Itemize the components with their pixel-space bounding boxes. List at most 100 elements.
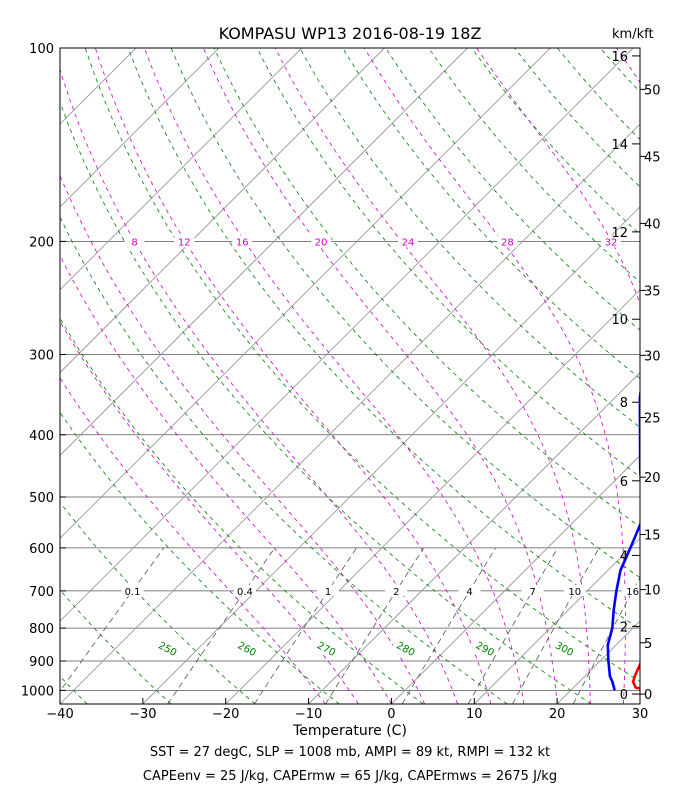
x-tick-label: 30 xyxy=(632,707,649,722)
moist-adiabat-line xyxy=(60,174,425,704)
isotherm-line xyxy=(0,48,53,704)
kft-tick-label: 30 xyxy=(644,349,661,364)
mixing-ratio-label-bg xyxy=(563,584,586,596)
km-tick-label: 14 xyxy=(611,138,628,153)
kft-tick-label: 45 xyxy=(644,150,661,165)
km-tick-label: 2 xyxy=(620,620,628,635)
dry-adiabat-line xyxy=(256,48,640,478)
theta-label-bg xyxy=(393,641,420,655)
pressure-tick-label: 300 xyxy=(29,348,54,363)
x-tick-label: −10 xyxy=(295,707,322,722)
x-tick-label: 0 xyxy=(387,707,395,722)
dry-adiabat-line xyxy=(127,48,640,630)
mixing-ratio-label-bg xyxy=(458,584,481,596)
dry-adiabat-line xyxy=(643,48,700,704)
isotherm-line xyxy=(639,703,640,704)
km-tick-label: 8 xyxy=(620,396,628,411)
moist-adiabat-line xyxy=(60,68,459,704)
mixing-ratio-label-bg xyxy=(521,584,544,596)
x-tick-label: 10 xyxy=(466,707,483,722)
mixing-ratio-line xyxy=(60,547,165,692)
isotherm-line xyxy=(60,48,220,208)
dry-adiabat-line xyxy=(60,411,340,704)
isotherm-line xyxy=(473,537,640,704)
mixing-ratio-label: 10 xyxy=(568,587,581,598)
theta-e-label: 16 xyxy=(236,237,249,248)
x-tick-label: −30 xyxy=(129,707,156,722)
plot-frame xyxy=(59,47,641,705)
dry-adiabat-line xyxy=(60,216,508,704)
chart-title: KOMPASU WP13 2016-08-19 18Z xyxy=(218,24,482,43)
moist-adiabat-line xyxy=(202,48,558,704)
km-tick-label: 10 xyxy=(611,313,628,328)
dry-adiabat-line xyxy=(471,48,640,235)
dry-adiabat-line xyxy=(0,48,3,704)
moist-adiabat-line xyxy=(60,254,392,704)
theta-label-bg xyxy=(551,641,578,655)
footnote-intensity: SST = 27 degC, SLP = 1008 mb, AMPI = 89 … xyxy=(149,745,551,760)
moist-adiabat-line xyxy=(616,48,640,84)
height-unit-label: km/kft xyxy=(612,27,654,42)
mixing-ratio-label-bg xyxy=(385,584,408,596)
dry-adiabat-line xyxy=(686,48,700,704)
theta-e-label: 32 xyxy=(605,237,618,248)
kft-tick-label: 20 xyxy=(644,471,661,486)
x-axis-label: Temperature (C) xyxy=(293,723,407,739)
mixing-ratio-line xyxy=(467,547,559,704)
theta-label-bg xyxy=(313,641,340,655)
theta-e-label: 8 xyxy=(131,237,137,248)
theta-e-label-bg xyxy=(398,235,418,248)
plot-area xyxy=(0,48,700,704)
mixing-ratio-label-bg xyxy=(233,584,256,596)
mixing-ratio-label: 4 xyxy=(466,587,472,598)
mixing-ratio-label: 7 xyxy=(529,587,535,598)
theta-e-label: 24 xyxy=(402,237,415,248)
mixing-ratio-label: 0.1 xyxy=(125,587,141,598)
theta-e-label-bg xyxy=(124,235,145,248)
mixing-ratio-line xyxy=(167,547,276,704)
theta-e-label-bg xyxy=(601,235,621,248)
mixing-ratio-label: 2 xyxy=(393,587,399,598)
x-tick-label: 20 xyxy=(549,707,566,722)
theta-label-bg xyxy=(154,641,181,655)
dry-adiabat-line xyxy=(385,48,640,331)
pressure-tick-label: 1000 xyxy=(21,684,54,699)
km-tick-label: 0 xyxy=(620,688,628,703)
pressure-tick-label: 800 xyxy=(29,622,54,637)
isotherm-line xyxy=(60,123,640,704)
kft-tick-label: 40 xyxy=(644,217,661,232)
theta-e-label: 20 xyxy=(315,237,328,248)
isotherm-line xyxy=(60,48,468,457)
mixing-ratio-line xyxy=(401,547,497,704)
dry-adiabat-line xyxy=(84,48,640,683)
theta-e-label-bg xyxy=(497,235,518,248)
dry-adiabat-line xyxy=(60,101,592,704)
kft-tick-label: 35 xyxy=(644,284,661,299)
isotherm-line xyxy=(556,620,640,704)
kft-tick-label: 10 xyxy=(644,584,661,599)
mixing-ratio-line xyxy=(325,547,424,704)
pressure-tick-label: 700 xyxy=(29,585,54,600)
dry-adiabat-line xyxy=(60,317,424,704)
kft-tick-label: 0 xyxy=(644,688,652,703)
mixing-ratio-label-bg xyxy=(121,584,144,596)
theta-label-bg xyxy=(472,641,499,655)
mixing-ratio-line xyxy=(572,576,640,704)
dry-adiabat-line xyxy=(428,48,640,283)
kft-tick-label: 25 xyxy=(644,412,661,427)
isotherm-line xyxy=(391,454,640,704)
dry-adiabat-line xyxy=(556,48,640,141)
dewpoint-line xyxy=(606,386,640,691)
isotherm-line xyxy=(60,48,137,125)
isotherm-line xyxy=(60,48,385,374)
theta-e-label: 28 xyxy=(501,237,514,248)
mixing-ratio-line xyxy=(253,547,357,704)
dry-adiabat-line xyxy=(170,48,640,579)
footnote-cape: CAPEenv = 25 J/kg, CAPErmw = 65 J/kg, CA… xyxy=(142,769,558,784)
moist-adiabat-line xyxy=(144,48,525,704)
isotherm-line xyxy=(60,48,551,539)
theta-e-label-bg xyxy=(174,235,195,248)
theta-e-label-bg xyxy=(311,235,331,248)
pressure-tick-label: 500 xyxy=(29,491,54,506)
